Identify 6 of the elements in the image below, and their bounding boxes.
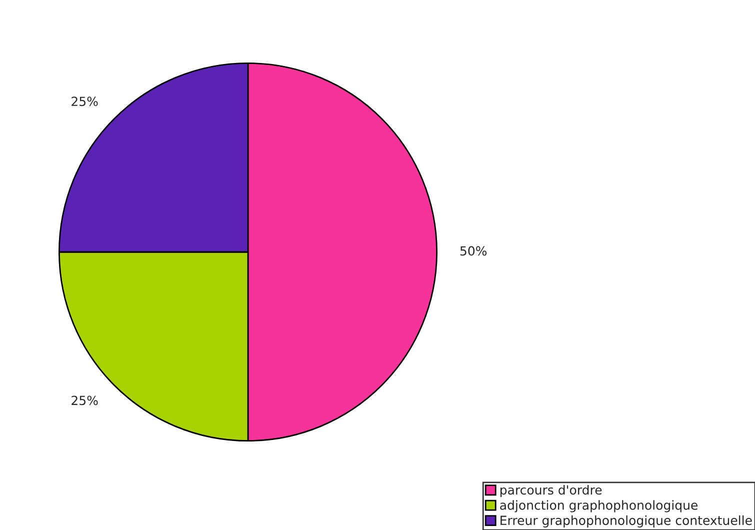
legend-label: parcours d'ordre bbox=[500, 484, 602, 498]
data-label: 25% bbox=[72, 96, 98, 106]
data-label: 50% bbox=[460, 246, 487, 256]
data-label: 25% bbox=[72, 396, 98, 406]
legend-label: Erreur graphophonologique contextuelle bbox=[500, 515, 752, 528]
legend-label: adjonction graphophonologique bbox=[500, 500, 698, 512]
